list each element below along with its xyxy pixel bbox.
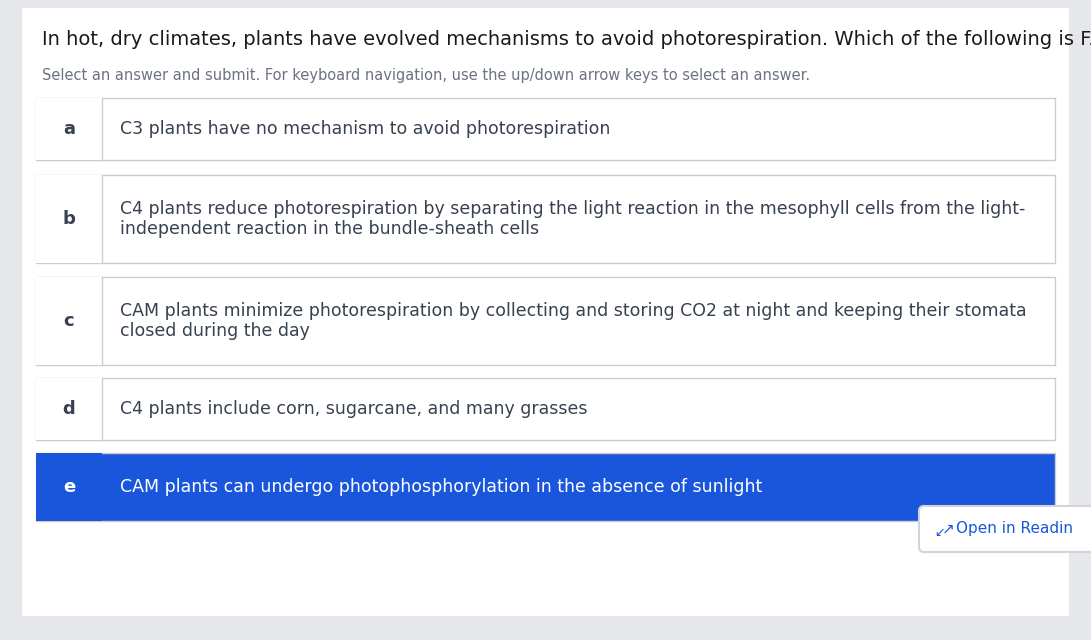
Text: C4 plants reduce photorespiration by separating the light reaction in the mesoph: C4 plants reduce photorespiration by sep… bbox=[120, 200, 1026, 218]
Text: d: d bbox=[62, 400, 75, 418]
Text: CAM plants minimize photorespiration by collecting and storing CO2 at night and : CAM plants minimize photorespiration by … bbox=[120, 302, 1027, 320]
Text: e: e bbox=[63, 478, 75, 496]
Text: Open in Readin: Open in Readin bbox=[956, 522, 1074, 536]
Bar bbox=[36, 453, 101, 521]
Bar bbox=[36, 98, 101, 160]
Text: c: c bbox=[63, 312, 74, 330]
Text: a: a bbox=[63, 120, 75, 138]
Text: In hot, dry climates, plants have evolved mechanisms to avoid photorespiration. : In hot, dry climates, plants have evolve… bbox=[41, 30, 1091, 49]
FancyBboxPatch shape bbox=[919, 506, 1091, 552]
Text: independent reaction in the bundle-sheath cells: independent reaction in the bundle-sheat… bbox=[120, 220, 539, 238]
Text: b: b bbox=[62, 210, 75, 228]
Bar bbox=[36, 175, 101, 263]
Bar bbox=[36, 378, 1055, 440]
Text: C4 plants include corn, sugarcane, and many grasses: C4 plants include corn, sugarcane, and m… bbox=[120, 400, 587, 418]
Bar bbox=[36, 98, 1055, 160]
Bar bbox=[36, 277, 101, 365]
Text: ↗: ↗ bbox=[942, 522, 955, 536]
Text: C3 plants have no mechanism to avoid photorespiration: C3 plants have no mechanism to avoid pho… bbox=[120, 120, 610, 138]
Bar bbox=[36, 175, 1055, 263]
Text: closed during the day: closed during the day bbox=[120, 322, 310, 340]
Text: ↙: ↙ bbox=[934, 527, 945, 540]
Bar bbox=[36, 277, 1055, 365]
Text: CAM plants can undergo photophosphorylation in the absence of sunlight: CAM plants can undergo photophosphorylat… bbox=[120, 478, 763, 496]
Bar bbox=[36, 378, 101, 440]
Bar bbox=[36, 453, 1055, 521]
Text: Select an answer and submit. For keyboard navigation, use the up/down arrow keys: Select an answer and submit. For keyboar… bbox=[41, 68, 811, 83]
